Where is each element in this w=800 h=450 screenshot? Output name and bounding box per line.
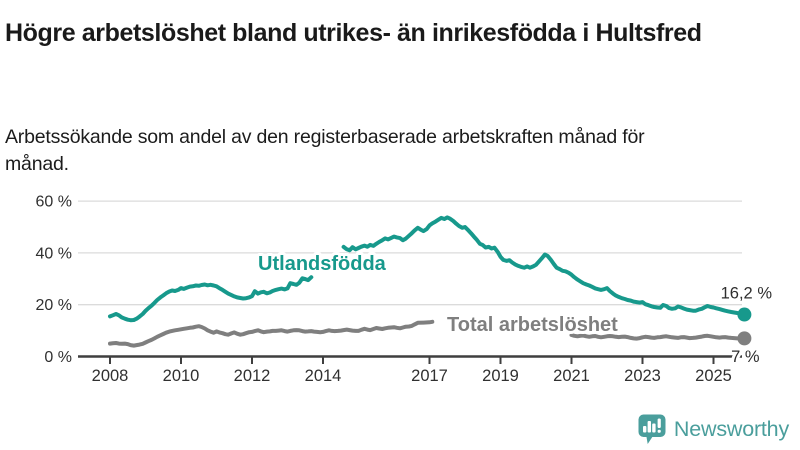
series-line-utlandsfodda xyxy=(108,275,314,323)
endpoint-dot-total-arbetsloshet xyxy=(737,331,752,346)
series-line-utlandsfodda xyxy=(341,215,747,317)
x-tick-label: 2019 xyxy=(482,367,519,385)
x-tick-label: 2021 xyxy=(553,367,590,385)
endpoint-dot-utlandsfodda xyxy=(737,307,752,322)
y-tick-label: 20 % xyxy=(36,297,72,314)
series-line-total-arbetsloshet xyxy=(108,319,435,348)
series-label-utlandsfodda: Utlandsfödda xyxy=(258,253,387,275)
x-tick-label: 2010 xyxy=(163,367,200,385)
end-value-label-utlandsfodda: 16,2 % xyxy=(721,285,773,303)
newsworthy-logo: Newsworthy xyxy=(637,413,789,446)
y-tick-label: 40 % xyxy=(36,245,72,262)
x-tick-label: 2012 xyxy=(234,367,271,385)
end-value-label-total-arbetsloshet: 7 % xyxy=(731,348,760,366)
y-tick-label: 0 % xyxy=(44,349,72,366)
newsworthy-bar-chart-bubble-icon xyxy=(638,414,666,444)
x-tick-label: 2008 xyxy=(92,367,129,385)
chart-subtitle: Arbetssökande som andel av den registerb… xyxy=(5,125,645,175)
series-label-total-arbetsloshet: Total arbetslöshet xyxy=(447,314,618,336)
x-tick-label: 2017 xyxy=(411,367,448,385)
page-title: Högre arbetslöshet bland utrikes- än inr… xyxy=(5,18,702,47)
series-line-total-arbetsloshet xyxy=(569,333,747,341)
newsworthy-wordmark: Newsworthy xyxy=(673,417,789,441)
y-tick-label: 60 % xyxy=(36,194,72,211)
x-tick-label: 2023 xyxy=(624,367,661,385)
x-tick-label: 2014 xyxy=(305,367,342,385)
x-tick-label: 2025 xyxy=(695,367,732,385)
